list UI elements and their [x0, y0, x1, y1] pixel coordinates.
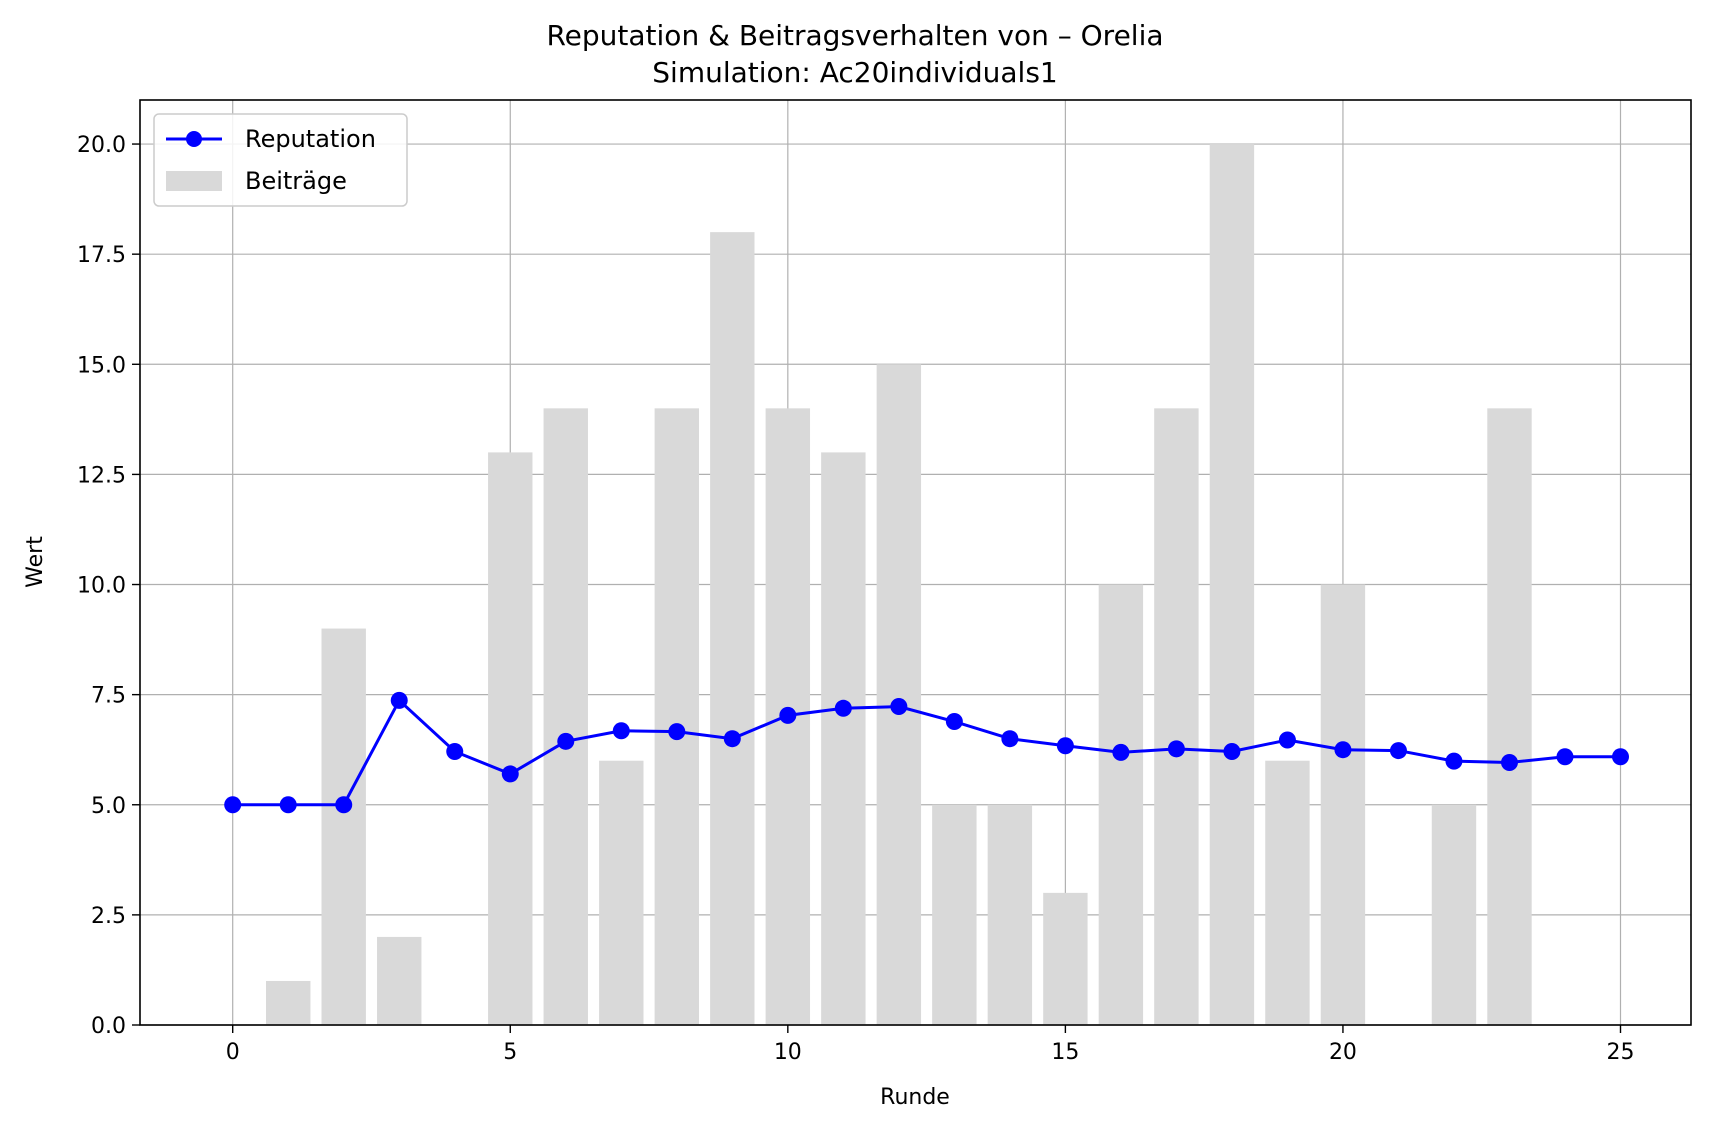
- contribution-bar: [654, 408, 700, 1025]
- reputation-point: [501, 765, 519, 783]
- reputation-point: [779, 706, 797, 724]
- reputation-point: [335, 796, 353, 814]
- x-tick-label: 0: [226, 1040, 240, 1065]
- contribution-bar: [1209, 144, 1255, 1026]
- contribution-bar: [821, 452, 866, 1025]
- reputation-point: [723, 730, 741, 748]
- reputation-point: [390, 691, 408, 709]
- y-tick-label: 2.5: [91, 904, 126, 929]
- reputation-point: [446, 742, 464, 760]
- x-tick-label: 25: [1607, 1040, 1635, 1065]
- reputation-line: [232, 697, 1621, 807]
- y-tick-label: 0.0: [91, 1014, 126, 1039]
- reputation-point: [834, 699, 852, 717]
- contribution-bar: [876, 364, 922, 1025]
- reputation-point: [279, 796, 297, 814]
- chart-title: Reputation & Beitragsverhalten von – Ore…: [546, 19, 1163, 52]
- reputation-point: [1278, 731, 1296, 749]
- contribution-bar: [1320, 584, 1366, 1025]
- legend-dot-marker: [186, 131, 202, 147]
- contribution-bar: [266, 980, 311, 1025]
- y-axis: 0.0 2.5 5.0 7.5 10.0 12.5 15.0 17.5 20.0: [77, 133, 140, 1039]
- legend-label-beitraege: Beiträge: [245, 167, 347, 195]
- y-tick-label: 7.5: [91, 684, 126, 709]
- reputation-point: [1112, 743, 1130, 761]
- reputation-point: [1001, 730, 1019, 748]
- contribution-bar: [599, 760, 644, 1025]
- reputation-point: [557, 732, 575, 750]
- contribution-bar: [1098, 584, 1144, 1025]
- reputation-point: [612, 722, 630, 740]
- reputation-point: [1445, 752, 1463, 770]
- contribution-bar: [932, 804, 977, 1025]
- y-tick-label: 17.5: [77, 243, 126, 268]
- y-tick-label: 15.0: [77, 353, 126, 378]
- reputation-point: [668, 723, 686, 741]
- reputation-point: [1167, 740, 1185, 758]
- y-axis-label: Wert: [23, 536, 48, 588]
- reputation-point: [945, 713, 963, 731]
- y-tick-label: 10.0: [77, 574, 126, 599]
- legend-bar-swatch: [166, 171, 222, 191]
- reputation-series: [224, 691, 1629, 814]
- x-tick-label: 15: [1051, 1040, 1079, 1065]
- reputation-point: [224, 796, 242, 814]
- contribution-bar: [1487, 408, 1532, 1025]
- contribution-bar: [710, 232, 755, 1026]
- x-tick-label: 5: [503, 1040, 517, 1065]
- plot-frame: [139, 99, 1692, 1026]
- x-axis-label: Runde: [880, 1085, 950, 1110]
- reputation-point: [890, 698, 908, 716]
- contribution-bar: [1265, 760, 1310, 1025]
- y-tick-label: 12.5: [77, 463, 126, 488]
- chart-subtitle: Simulation: Ac20individuals1: [652, 56, 1057, 89]
- contribution-bar: [1154, 408, 1199, 1025]
- contribution-bar: [377, 936, 422, 1025]
- reputation-point: [1612, 748, 1629, 766]
- legend: Reputation Beiträge: [153, 113, 408, 207]
- contribution-bar: [488, 452, 533, 1025]
- x-axis: 0 5 10 15 20 25: [226, 1025, 1635, 1065]
- contribution-bar: [987, 804, 1033, 1025]
- reputation-point: [1500, 753, 1518, 771]
- bars: [266, 144, 1532, 1026]
- reputation-point: [1334, 741, 1352, 759]
- reputation-point: [1389, 742, 1407, 760]
- y-tick-label: 20.0: [77, 133, 126, 158]
- y-tick-label: 5.0: [91, 794, 126, 819]
- contribution-bar: [1431, 804, 1477, 1025]
- x-tick-label: 10: [774, 1040, 802, 1065]
- reputation-point: [1223, 742, 1241, 760]
- reputation-point: [1056, 737, 1074, 755]
- contribution-bar: [1043, 892, 1088, 1025]
- reputation-point: [1556, 748, 1574, 766]
- contribution-bar: [321, 628, 366, 1025]
- x-tick-label: 20: [1329, 1040, 1357, 1065]
- legend-label-reputation: Reputation: [245, 125, 376, 153]
- contribution-bar: [543, 408, 588, 1025]
